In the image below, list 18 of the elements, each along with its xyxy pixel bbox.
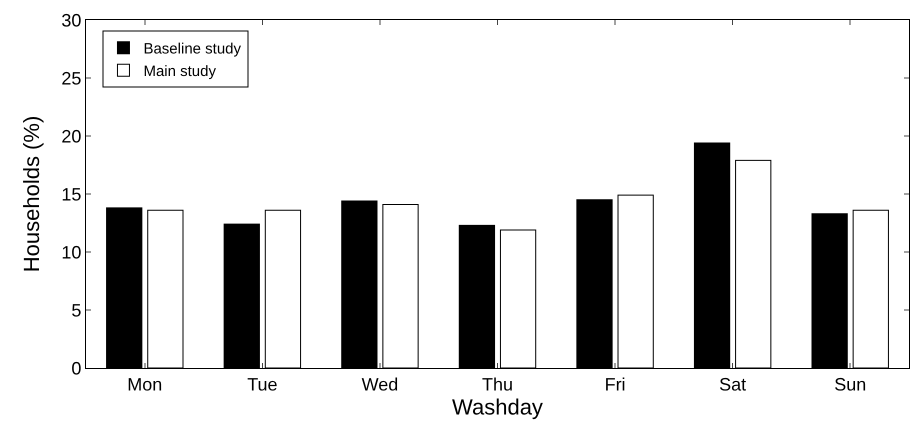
y-tick-label: 20 <box>61 126 82 146</box>
y-tick-label: 10 <box>61 242 82 262</box>
y-tick-label: 15 <box>61 184 82 204</box>
x-tick-label: Sun <box>834 374 866 395</box>
y-tick-label: 30 <box>61 10 82 30</box>
x-tick-label: Wed <box>362 374 398 395</box>
legend-label: Baseline study <box>143 40 242 58</box>
x-tick-label: Tue <box>247 374 278 395</box>
x-tick-label: Fri <box>604 374 626 395</box>
y-tick-label: 5 <box>71 300 82 320</box>
x-tick-label: Thu <box>482 374 514 395</box>
y-axis-title: Households (%) <box>19 116 44 272</box>
x-tick-label: Sat <box>719 374 746 395</box>
y-tick-label: 25 <box>61 68 82 88</box>
x-axis-title: Washday <box>452 394 543 420</box>
x-tick-label: Mon <box>127 374 162 395</box>
legend-label: Main study <box>143 63 216 80</box>
y-tick-label: 0 <box>71 358 82 378</box>
